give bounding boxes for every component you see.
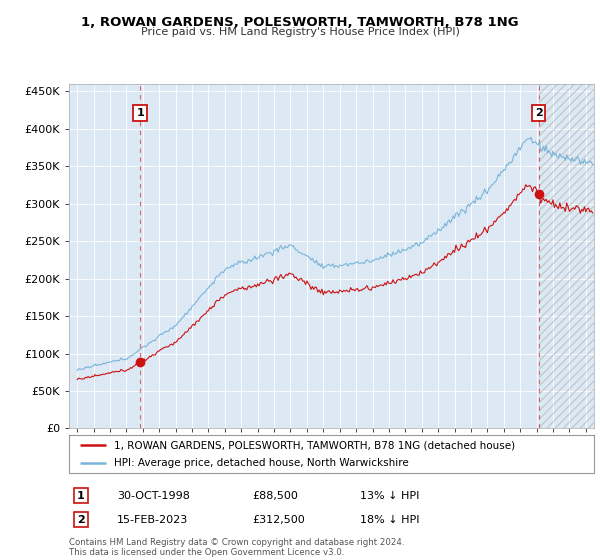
Text: HPI: Average price, detached house, North Warwickshire: HPI: Average price, detached house, Nort… <box>113 458 409 468</box>
Text: £312,500: £312,500 <box>252 515 305 525</box>
Bar <box>539 84 594 428</box>
Text: 1, ROWAN GARDENS, POLESWORTH, TAMWORTH, B78 1NG: 1, ROWAN GARDENS, POLESWORTH, TAMWORTH, … <box>81 16 519 29</box>
Text: 15-FEB-2023: 15-FEB-2023 <box>117 515 188 525</box>
Text: 13% ↓ HPI: 13% ↓ HPI <box>360 491 419 501</box>
Text: 1: 1 <box>77 491 85 501</box>
Text: 2: 2 <box>77 515 85 525</box>
Text: 2: 2 <box>535 108 542 118</box>
Text: 30-OCT-1998: 30-OCT-1998 <box>117 491 190 501</box>
Text: 1, ROWAN GARDENS, POLESWORTH, TAMWORTH, B78 1NG (detached house): 1, ROWAN GARDENS, POLESWORTH, TAMWORTH, … <box>113 440 515 450</box>
Text: Price paid vs. HM Land Registry's House Price Index (HPI): Price paid vs. HM Land Registry's House … <box>140 27 460 37</box>
Text: 1: 1 <box>136 108 144 118</box>
Text: Contains HM Land Registry data © Crown copyright and database right 2024.
This d: Contains HM Land Registry data © Crown c… <box>69 538 404 557</box>
Text: 18% ↓ HPI: 18% ↓ HPI <box>360 515 419 525</box>
Text: £88,500: £88,500 <box>252 491 298 501</box>
